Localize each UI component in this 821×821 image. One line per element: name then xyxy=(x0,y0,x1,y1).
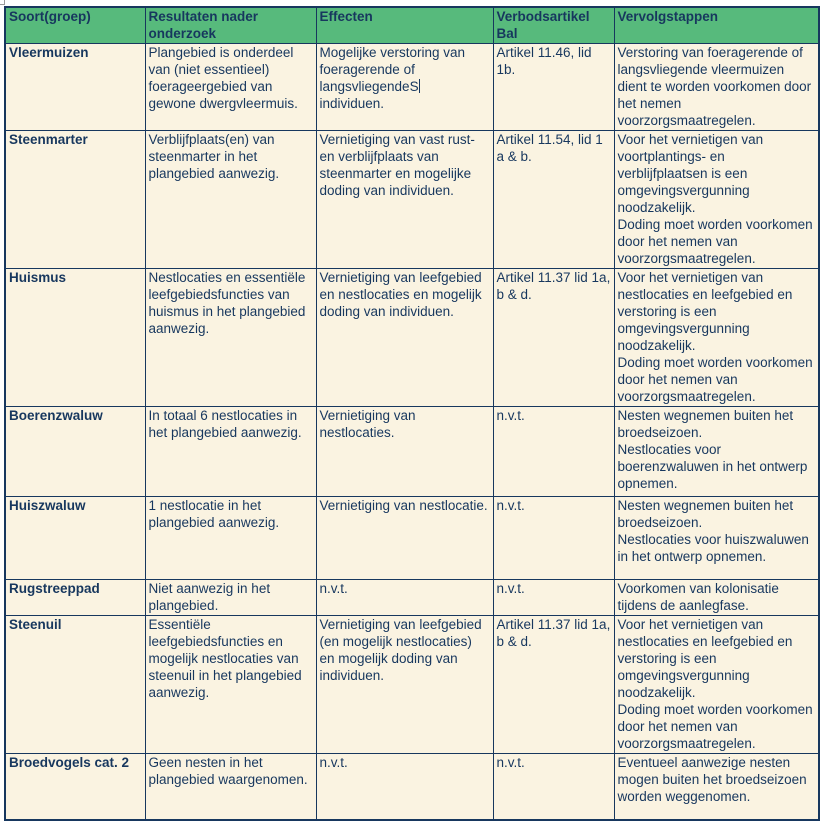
cell-resultaten[interactable]: Plangebied is onderdeel van (niet essent… xyxy=(144,43,317,131)
table-row-huiszwaluw: Huiszwaluw 1 nestlocatie in het plangebi… xyxy=(4,496,820,580)
column-header-effecten[interactable]: Effecten xyxy=(315,6,494,44)
cell-effecten[interactable]: Vernietiging van nestlocaties. xyxy=(315,406,494,497)
cell-resultaten[interactable]: Verblijfplaats(en) van steenmarter in he… xyxy=(144,130,317,269)
cell-vervolgstappen[interactable]: Nesten wegnemen buiten het broedseizoen.… xyxy=(613,406,820,497)
cell-resultaten[interactable]: Geen nesten in het plangebied waargenome… xyxy=(144,753,317,820)
cell-resultaten[interactable]: 1 nestlocatie in het plangebied aanwezig… xyxy=(144,496,317,580)
column-header-resultaten[interactable]: Resultaten nader onderzoek xyxy=(144,6,317,44)
cell-resultaten[interactable]: Essentiële leefgebiedsfuncties en mogeli… xyxy=(144,615,317,754)
table-row-huismus: Huismus Nestlocaties en essentiële leefg… xyxy=(4,268,820,407)
cell-verbodsartikel[interactable]: n.v.t. xyxy=(492,496,615,580)
cell-soort[interactable]: Vleermuizen xyxy=(4,43,146,131)
header-row: Soort(groep) Resultaten nader onderzoek … xyxy=(4,6,820,44)
cell-verbodsartikel[interactable]: Artikel 11.37 lid 1a, b & d. xyxy=(492,268,615,407)
cell-soort[interactable]: Huiszwaluw xyxy=(4,496,146,580)
table-row-steenuil: Steenuil Essentiële leefgebiedsfuncties … xyxy=(4,615,820,754)
cell-resultaten[interactable]: In totaal 6 nestlocaties in het plangebi… xyxy=(144,406,317,497)
cell-effecten[interactable]: Vernietiging van vast rust- en verblijfp… xyxy=(315,130,494,269)
cell-verbodsartikel[interactable]: Artikel 11.46, lid 1b. xyxy=(492,43,615,131)
cell-vervolgstappen[interactable]: Verstoring van foeragerende of langsvlie… xyxy=(613,43,820,131)
cell-effecten[interactable]: n.v.t. xyxy=(315,579,494,616)
cell-effecten[interactable]: Vernietiging van leefgebied (en mogelijk… xyxy=(315,615,494,754)
column-header-soort[interactable]: Soort(groep) xyxy=(4,6,146,44)
table-row-vleermuizen: Vleermuizen Plangebied is onderdeel van … xyxy=(4,43,820,131)
cell-soort[interactable]: Steenmarter xyxy=(4,130,146,269)
table-corner-handle[interactable] xyxy=(0,0,5,5)
table-row-steenmarter: Steenmarter Verblijfplaats(en) van steen… xyxy=(4,130,820,269)
table-row-rugstreeppad: Rugstreeppad Niet aanwezig in het plange… xyxy=(4,579,820,616)
cell-soort[interactable]: Boerenzwaluw xyxy=(4,406,146,497)
column-header-verbodsartikel[interactable]: Verbodsartikel Bal xyxy=(492,6,615,44)
cell-verbodsartikel[interactable]: n.v.t. xyxy=(492,579,615,616)
cell-effecten[interactable]: Mogelijke verstoring van foeragerende of… xyxy=(315,43,494,131)
cell-verbodsartikel[interactable]: n.v.t. xyxy=(492,753,615,820)
cell-vervolgstappen[interactable]: Voor het vernietigen van nestlocaties en… xyxy=(613,615,820,754)
table-row-boerenzwaluw: Boerenzwaluw In totaal 6 nestlocaties in… xyxy=(4,406,820,497)
cell-vervolgstappen[interactable]: Eventueel aanwezige nesten mogen buiten … xyxy=(613,753,820,820)
cell-vervolgstappen[interactable]: Nesten wegnemen buiten het broedseizoen.… xyxy=(613,496,820,580)
cell-vervolgstappen[interactable]: Voorkomen van kolonisatie tijdens de aan… xyxy=(613,579,820,616)
cell-soort[interactable]: Huismus xyxy=(4,268,146,407)
cell-soort[interactable]: Rugstreeppad xyxy=(4,579,146,616)
cell-verbodsartikel[interactable]: Artikel 11.54, lid 1 a & b. xyxy=(492,130,615,269)
cell-vervolgstappen[interactable]: Voor het vernietigen van voortplantings-… xyxy=(613,130,820,269)
species-effects-table: Soort(groep) Resultaten nader onderzoek … xyxy=(4,6,820,821)
cell-vervolgstappen[interactable]: Voor het vernietigen van nestlocaties en… xyxy=(613,268,820,407)
cell-text: Mogelijke verstoring van foeragerende of… xyxy=(319,45,466,94)
cell-soort[interactable]: Broedvogels cat. 2 xyxy=(4,753,146,820)
cell-resultaten[interactable]: Niet aanwezig in het plangebied. xyxy=(144,579,317,616)
cell-verbodsartikel[interactable]: Artikel 11.37 lid 1a, b & d. xyxy=(492,615,615,754)
cell-text: individuen. xyxy=(319,96,385,111)
cell-effecten[interactable]: n.v.t. xyxy=(315,753,494,820)
cell-soort[interactable]: Steenuil xyxy=(4,615,146,754)
text-cursor-caret xyxy=(418,79,420,93)
cell-effecten[interactable]: Vernietiging van nestlocatie. xyxy=(315,496,494,580)
cell-verbodsartikel[interactable]: n.v.t. xyxy=(492,406,615,497)
column-header-vervolgstappen[interactable]: Vervolgstappen xyxy=(613,6,820,44)
cell-effecten[interactable]: Vernietiging van leefgebied en nestlocat… xyxy=(315,268,494,407)
cell-resultaten[interactable]: Nestlocaties en essentiële leefgebiedsfu… xyxy=(144,268,317,407)
table-row-broedvogels-cat-2: Broedvogels cat. 2 Geen nesten in het pl… xyxy=(4,753,820,820)
